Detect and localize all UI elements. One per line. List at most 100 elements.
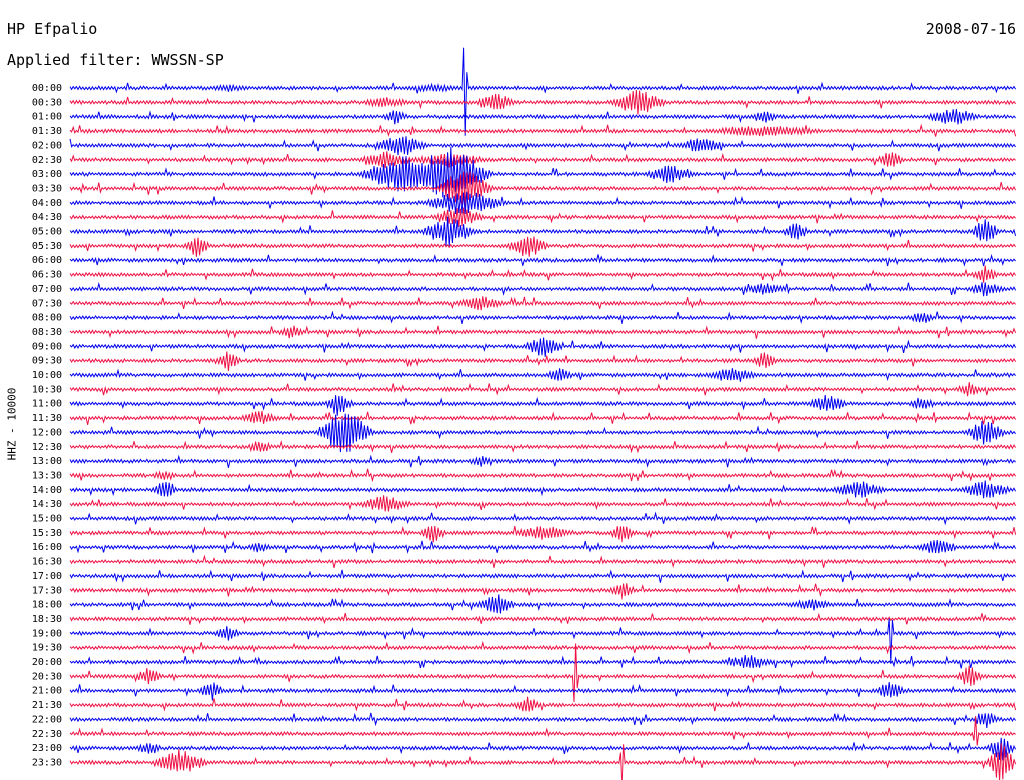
row-time-label: 06:30 [32,270,62,281]
trace-row [69,743,1017,780]
row-time-label: 16:00 [32,542,62,553]
row-time-label: 18:00 [32,600,62,611]
row-time-label: 00:30 [32,97,62,108]
trace-row [69,109,1016,125]
trace-row [69,696,1017,712]
trace-row [69,146,1017,202]
row-time-label: 19:30 [32,643,62,654]
filter-subtitle: Applied filter: WWSSN-SP [7,51,224,69]
trace-row [69,151,1016,169]
trace-row [69,525,1017,543]
trace-row [69,640,1017,655]
trace-row [69,368,1016,382]
trace-row [69,737,1017,761]
trace-row [69,310,1016,325]
trace-row [69,253,1016,267]
row-time-label: 13:30 [32,470,62,481]
trace-row [69,439,1017,454]
trace-row [69,413,1016,453]
row-time-label: 11:00 [32,399,62,410]
row-time-label: 11:30 [32,413,62,424]
trace-row [69,480,1017,499]
trace-row [69,594,1017,614]
trace-row [69,90,1017,115]
record-date: 2008-07-16 [925,20,1016,38]
row-time-label: 17:00 [32,571,62,582]
trace-row [69,495,1017,512]
trace-row [69,191,1017,215]
trace-row [69,395,1017,416]
row-time-label: 18:30 [32,614,62,625]
row-time-label: 23:30 [32,757,62,768]
trace-row [69,265,1017,283]
trace-row [69,716,1016,746]
row-time-label: 20:30 [32,671,62,682]
row-time-label: 13:00 [32,456,62,467]
trace-row [69,136,1017,156]
trace-row [69,171,1017,208]
row-time-label: 14:30 [32,499,62,510]
row-time-label: 08:30 [32,327,62,338]
row-time-label: 02:00 [32,140,62,151]
trace-row [69,236,1017,257]
row-time-label: 05:00 [32,227,62,238]
row-time-label: 09:00 [32,341,62,352]
row-time-label: 12:30 [32,442,62,453]
row-time-label: 19:00 [32,628,62,639]
row-time-label: 07:00 [32,284,62,295]
trace-row [69,569,1016,583]
row-time-label: 07:30 [32,298,62,309]
row-time-label: 05:30 [32,241,62,252]
trace-row [69,410,1017,425]
row-time-label: 17:30 [32,585,62,596]
row-time-label: 02:30 [32,155,62,166]
row-time-label: 10:30 [32,384,62,395]
trace-row [69,511,1017,526]
row-time-label: 22:00 [32,714,62,725]
trace-row [69,296,1016,311]
row-time-label: 16:30 [32,557,62,568]
trace-row [69,47,1017,136]
row-time-label: 15:30 [32,528,62,539]
row-time-label: 03:00 [32,169,62,180]
trace-row [69,454,1016,468]
trace-row [69,539,1017,554]
row-time-label: 20:00 [32,657,62,668]
row-time-label: 15:00 [32,514,62,525]
row-time-label: 01:30 [32,126,62,137]
row-time-label: 09:30 [32,356,62,367]
trace-row [69,612,1017,625]
trace-row [69,351,1017,371]
trace-row [69,337,1017,357]
row-time-label: 14:00 [32,485,62,496]
row-time-label: 04:00 [32,198,62,209]
row-time-label: 00:00 [32,83,62,94]
row-time-label: 04:30 [32,212,62,223]
trace-row [69,681,1017,701]
trace-row [69,216,1017,246]
trace-row [69,618,1017,663]
row-time-label: 08:00 [32,313,62,324]
trace-row [69,583,1017,600]
row-time-label: 06:00 [32,255,62,266]
trace-row [69,712,1017,729]
row-time-label: 12:00 [32,427,62,438]
trace-row [69,207,1016,227]
row-time-label: 01:00 [32,112,62,123]
row-time-label: 22:30 [32,729,62,740]
row-time-label: 03:30 [32,183,62,194]
trace-row [69,325,1017,339]
trace-row [69,643,1017,703]
row-time-label: 21:30 [32,700,62,711]
trace-row [69,281,1017,297]
trace-row [69,655,1016,669]
row-time-label: 21:00 [32,686,62,697]
station-title: HP Efpalio [7,20,98,38]
row-time-label: 10:00 [32,370,62,381]
trace-row [69,123,1017,137]
trace-row [69,382,1016,397]
trace-row [69,468,1017,483]
row-time-label: 23:00 [32,743,62,754]
trace-row [69,554,1017,569]
